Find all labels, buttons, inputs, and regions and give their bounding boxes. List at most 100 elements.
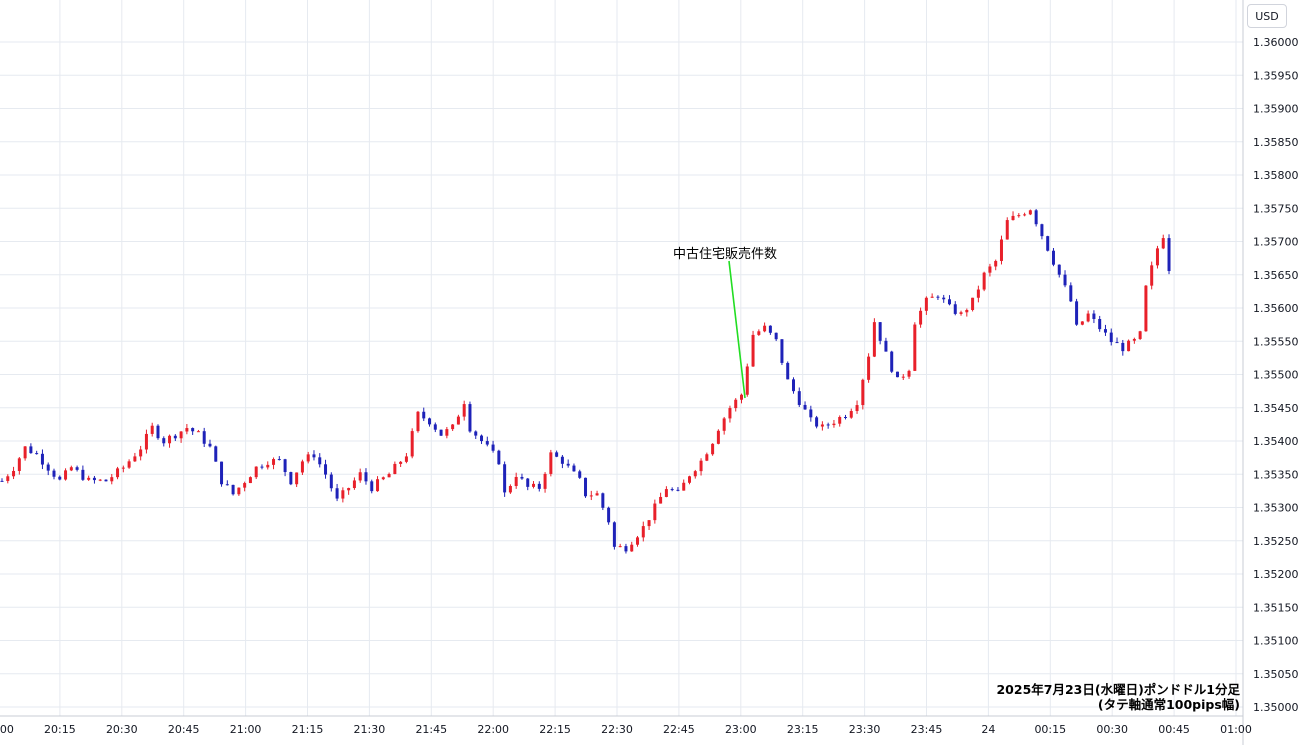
- candle-body: [127, 461, 131, 468]
- candle-body: [976, 289, 980, 298]
- y-tick-label: 1.35100: [1253, 635, 1299, 648]
- x-tick-label: 00:45: [1158, 723, 1190, 736]
- currency-button[interactable]: USD: [1247, 4, 1287, 28]
- candle-body: [1063, 274, 1067, 286]
- y-tick-label: 1.35300: [1253, 502, 1299, 515]
- candle-body: [826, 424, 830, 426]
- candle-body: [208, 443, 212, 447]
- candle-body: [46, 464, 50, 471]
- candle-body: [936, 296, 940, 298]
- y-tick-label: 1.35650: [1253, 269, 1299, 282]
- y-tick-label: 1.35750: [1253, 202, 1299, 215]
- candle-body: [878, 322, 882, 341]
- candle-body: [162, 438, 166, 444]
- candle-body: [584, 477, 588, 497]
- candle-body: [312, 454, 316, 458]
- candle-body: [959, 312, 963, 314]
- candle-body: [768, 325, 772, 333]
- candle-body: [64, 470, 68, 480]
- y-tick-label: 1.35350: [1253, 468, 1299, 481]
- candle-body: [982, 272, 986, 290]
- candle-body: [630, 544, 634, 552]
- candle-body: [104, 479, 108, 482]
- x-tick-label: 23:00: [725, 723, 757, 736]
- candle-body: [173, 435, 177, 439]
- candle-body: [1127, 340, 1131, 352]
- axes: [0, 0, 1244, 745]
- candle-body: [254, 466, 258, 478]
- y-tick-label: 1.35900: [1253, 103, 1299, 116]
- x-tick-label: 24: [981, 723, 995, 736]
- x-tick-label: 23:30: [849, 723, 881, 736]
- y-tick-label: 1.35400: [1253, 435, 1299, 448]
- candle-body: [231, 484, 235, 495]
- candle-body: [751, 334, 755, 367]
- candle-body: [537, 483, 541, 489]
- candle-body: [480, 435, 484, 442]
- candle-body: [843, 417, 847, 419]
- candle-body: [520, 476, 524, 479]
- y-tick-label: 1.35550: [1253, 335, 1299, 348]
- x-tick-label: 21:00: [230, 723, 262, 736]
- candle-body: [653, 503, 657, 521]
- x-tick-label: 22:45: [663, 723, 695, 736]
- candle-body: [352, 480, 356, 489]
- candle-body: [1075, 301, 1079, 325]
- x-tick-label: 22:15: [539, 723, 571, 736]
- caption-line-2: (タテ軸通常100pips幅): [1098, 697, 1240, 712]
- candle-body: [555, 452, 559, 457]
- candle-body: [895, 371, 899, 378]
- candle-body: [999, 239, 1003, 261]
- candle-body: [659, 496, 663, 504]
- annotation: 中古住宅販売件数: [673, 246, 777, 399]
- candle-body: [220, 461, 224, 485]
- candle-body: [780, 339, 784, 363]
- candle-body: [277, 459, 281, 461]
- candle-body: [324, 464, 328, 475]
- candle-body: [329, 474, 333, 489]
- candle-body: [272, 459, 276, 465]
- candle-body: [1121, 342, 1125, 352]
- candle-body: [399, 461, 403, 464]
- candle-body: [1051, 250, 1055, 265]
- candle-body: [884, 340, 888, 352]
- x-tick-label: 22:30: [601, 723, 633, 736]
- y-tick-label: 1.35250: [1253, 535, 1299, 548]
- candle-body: [1023, 214, 1027, 216]
- candle-body: [838, 417, 842, 424]
- candle-body: [428, 418, 432, 425]
- caption: 2025年7月23日(水曜日)ポンドドル1分足 (タテ軸通常100pips幅): [996, 682, 1240, 712]
- candle-body: [1098, 318, 1102, 330]
- candle-body: [849, 411, 853, 418]
- candle-body: [728, 408, 732, 419]
- candle-body: [462, 404, 466, 417]
- x-tick-label: 20:15: [44, 723, 76, 736]
- candle-body: [468, 404, 472, 432]
- candle-body: [191, 428, 195, 432]
- candle-body: [965, 309, 969, 313]
- candle-body: [150, 425, 154, 434]
- x-tick-label: 21:30: [354, 723, 386, 736]
- candle-body: [358, 472, 362, 481]
- candle-body: [306, 454, 310, 462]
- y-tick-label: 1.35950: [1253, 69, 1299, 82]
- candle-body: [1161, 238, 1165, 249]
- candle-body: [1150, 265, 1154, 286]
- candle-body: [1086, 313, 1090, 322]
- candle-body: [474, 431, 478, 436]
- candle-body: [803, 404, 807, 410]
- candle-body: [716, 430, 720, 444]
- candle-body: [387, 474, 391, 478]
- candle-body: [572, 465, 576, 472]
- candle-body: [988, 266, 992, 273]
- candle-body: [81, 469, 85, 480]
- candle-body: [300, 461, 304, 473]
- candle-body: [867, 356, 871, 380]
- candle-body: [248, 477, 252, 484]
- candle-body: [699, 460, 703, 472]
- candle-body: [196, 431, 200, 433]
- candle-body: [601, 493, 605, 508]
- candle-body: [17, 458, 21, 471]
- candle-body: [185, 428, 189, 432]
